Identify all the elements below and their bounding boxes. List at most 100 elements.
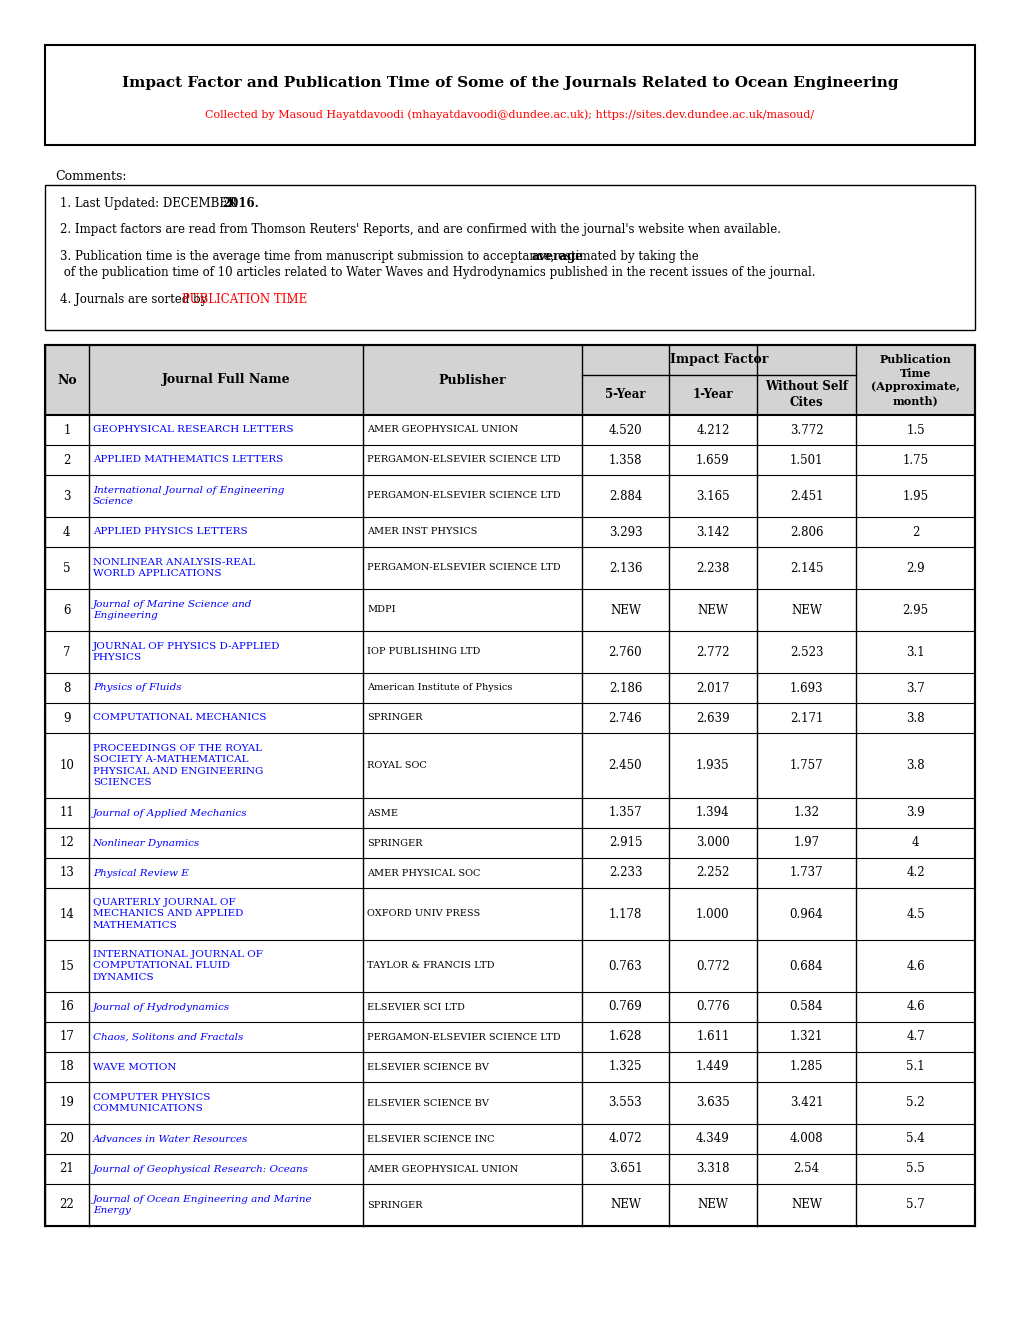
Text: 1.75: 1.75 — [902, 454, 928, 466]
Text: 21: 21 — [59, 1163, 74, 1176]
Text: 2.760: 2.760 — [608, 645, 642, 659]
Text: 3: 3 — [63, 490, 70, 503]
Text: Journal of Geophysical Research: Oceans: Journal of Geophysical Research: Oceans — [93, 1164, 309, 1173]
Text: COMPUTATIONAL MECHANICS: COMPUTATIONAL MECHANICS — [93, 714, 266, 722]
Text: 3.000: 3.000 — [695, 837, 729, 850]
Text: 0.684: 0.684 — [789, 960, 822, 973]
Text: OXFORD UNIV PRESS: OXFORD UNIV PRESS — [367, 909, 480, 919]
Text: 2.772: 2.772 — [695, 645, 729, 659]
Text: SPRINGER: SPRINGER — [367, 1200, 423, 1209]
Text: AMER INST PHYSICS: AMER INST PHYSICS — [367, 528, 477, 536]
Text: 1.693: 1.693 — [789, 681, 822, 694]
Text: 4.349: 4.349 — [695, 1133, 729, 1146]
Text: SPRINGER: SPRINGER — [367, 714, 423, 722]
Text: 1.757: 1.757 — [789, 759, 822, 772]
Text: 1.5: 1.5 — [906, 424, 924, 437]
Text: 3.8: 3.8 — [906, 711, 924, 725]
Text: AMER PHYSICAL SOC: AMER PHYSICAL SOC — [367, 869, 480, 878]
Text: 5.2: 5.2 — [906, 1097, 924, 1110]
Text: 4.2: 4.2 — [906, 866, 924, 879]
Text: 1.178: 1.178 — [608, 908, 642, 920]
Text: 1.358: 1.358 — [608, 454, 642, 466]
Text: APPLIED PHYSICS LETTERS: APPLIED PHYSICS LETTERS — [93, 528, 247, 536]
Text: 0.769: 0.769 — [608, 1001, 642, 1014]
Text: 1.501: 1.501 — [789, 454, 822, 466]
Text: 1.000: 1.000 — [695, 908, 729, 920]
Text: APPLIED MATHEMATICS LETTERS: APPLIED MATHEMATICS LETTERS — [93, 455, 282, 465]
Text: 5.4: 5.4 — [906, 1133, 924, 1146]
Text: Journal of Applied Mechanics: Journal of Applied Mechanics — [93, 808, 247, 817]
Text: 10: 10 — [59, 759, 74, 772]
Text: 2.523: 2.523 — [789, 645, 822, 659]
Text: 2.238: 2.238 — [696, 561, 729, 574]
Text: 14: 14 — [59, 908, 74, 920]
Text: 9: 9 — [63, 711, 70, 725]
Text: average: average — [532, 249, 583, 263]
Text: 5.5: 5.5 — [906, 1163, 924, 1176]
Text: 16: 16 — [59, 1001, 74, 1014]
Text: MDPI: MDPI — [367, 606, 395, 615]
Text: COMPUTER PHYSICS
COMMUNICATIONS: COMPUTER PHYSICS COMMUNICATIONS — [93, 1093, 210, 1113]
Text: 4.072: 4.072 — [608, 1133, 642, 1146]
Text: NEW: NEW — [790, 1199, 821, 1212]
Text: 1.659: 1.659 — [695, 454, 729, 466]
Text: 17: 17 — [59, 1031, 74, 1044]
Text: 3.651: 3.651 — [608, 1163, 642, 1176]
Text: 4.008: 4.008 — [789, 1133, 822, 1146]
Text: INTERNATIONAL JOURNAL OF
COMPUTATIONAL FLUID
DYNAMICS: INTERNATIONAL JOURNAL OF COMPUTATIONAL F… — [93, 950, 262, 982]
Text: ELSEVIER SCI LTD: ELSEVIER SCI LTD — [367, 1002, 465, 1011]
Text: 4. Journals are sorted by: 4. Journals are sorted by — [60, 293, 211, 306]
Text: NEW: NEW — [790, 603, 821, 616]
Text: 1.357: 1.357 — [608, 807, 642, 820]
Text: 1.394: 1.394 — [695, 807, 729, 820]
Text: Journal of Marine Science and
Engineering: Journal of Marine Science and Engineerin… — [93, 601, 252, 620]
Text: 3.8: 3.8 — [906, 759, 924, 772]
FancyBboxPatch shape — [45, 185, 974, 330]
Text: Advances in Water Resources: Advances in Water Resources — [93, 1134, 248, 1143]
Text: 8: 8 — [63, 681, 70, 694]
Text: 18: 18 — [59, 1060, 74, 1073]
Text: 2016.: 2016. — [222, 197, 259, 210]
Text: 4.5: 4.5 — [906, 908, 924, 920]
Text: NONLINEAR ANALYSIS-REAL
WORLD APPLICATIONS: NONLINEAR ANALYSIS-REAL WORLD APPLICATIO… — [93, 558, 255, 578]
Text: IOP PUBLISHING LTD: IOP PUBLISHING LTD — [367, 648, 480, 656]
Text: 2.017: 2.017 — [695, 681, 729, 694]
Text: 11: 11 — [59, 807, 74, 820]
Text: 22: 22 — [59, 1199, 74, 1212]
Text: 2.54: 2.54 — [793, 1163, 818, 1176]
Text: 19: 19 — [59, 1097, 74, 1110]
Text: 4.520: 4.520 — [608, 424, 642, 437]
Text: 3.772: 3.772 — [789, 424, 822, 437]
FancyBboxPatch shape — [45, 45, 974, 145]
Text: 13: 13 — [59, 866, 74, 879]
Text: ELSEVIER SCIENCE BV: ELSEVIER SCIENCE BV — [367, 1098, 489, 1107]
Text: Physical Review E: Physical Review E — [93, 869, 189, 878]
Text: Without Self
Cites: Without Self Cites — [764, 380, 847, 409]
Text: Collected by Masoud Hayatdavoodi (mhayatdavoodi@dundee.ac.uk); https://sites.dev: Collected by Masoud Hayatdavoodi (mhayat… — [205, 110, 814, 120]
Text: Impact Factor: Impact Factor — [669, 354, 767, 367]
Text: 1.97: 1.97 — [793, 837, 818, 850]
Text: 2.884: 2.884 — [608, 490, 642, 503]
Text: Chaos, Solitons and Fractals: Chaos, Solitons and Fractals — [93, 1032, 243, 1041]
Text: 3.421: 3.421 — [789, 1097, 822, 1110]
Text: JOURNAL OF PHYSICS D-APPLIED
PHYSICS: JOURNAL OF PHYSICS D-APPLIED PHYSICS — [93, 642, 280, 663]
Text: 5.1: 5.1 — [906, 1060, 924, 1073]
Text: 20: 20 — [59, 1133, 74, 1146]
Text: 5.7: 5.7 — [906, 1199, 924, 1212]
Text: 4: 4 — [63, 525, 70, 539]
Text: GEOPHYSICAL RESEARCH LETTERS: GEOPHYSICAL RESEARCH LETTERS — [93, 425, 292, 434]
Text: 2.451: 2.451 — [789, 490, 822, 503]
Text: 2.186: 2.186 — [608, 681, 642, 694]
Text: 5-Year: 5-Year — [604, 388, 645, 401]
Text: 0.763: 0.763 — [608, 960, 642, 973]
Text: 0.584: 0.584 — [789, 1001, 822, 1014]
Text: Comments:: Comments: — [55, 170, 126, 183]
Text: 4.6: 4.6 — [906, 1001, 924, 1014]
Text: 4.6: 4.6 — [906, 960, 924, 973]
Text: 6: 6 — [63, 603, 70, 616]
Text: QUARTERLY JOURNAL OF
MECHANICS AND APPLIED
MATHEMATICS: QUARTERLY JOURNAL OF MECHANICS AND APPLI… — [93, 899, 243, 929]
Text: 3.9: 3.9 — [906, 807, 924, 820]
Text: 5: 5 — [63, 561, 70, 574]
Text: 2.450: 2.450 — [608, 759, 642, 772]
Text: 1.611: 1.611 — [696, 1031, 729, 1044]
